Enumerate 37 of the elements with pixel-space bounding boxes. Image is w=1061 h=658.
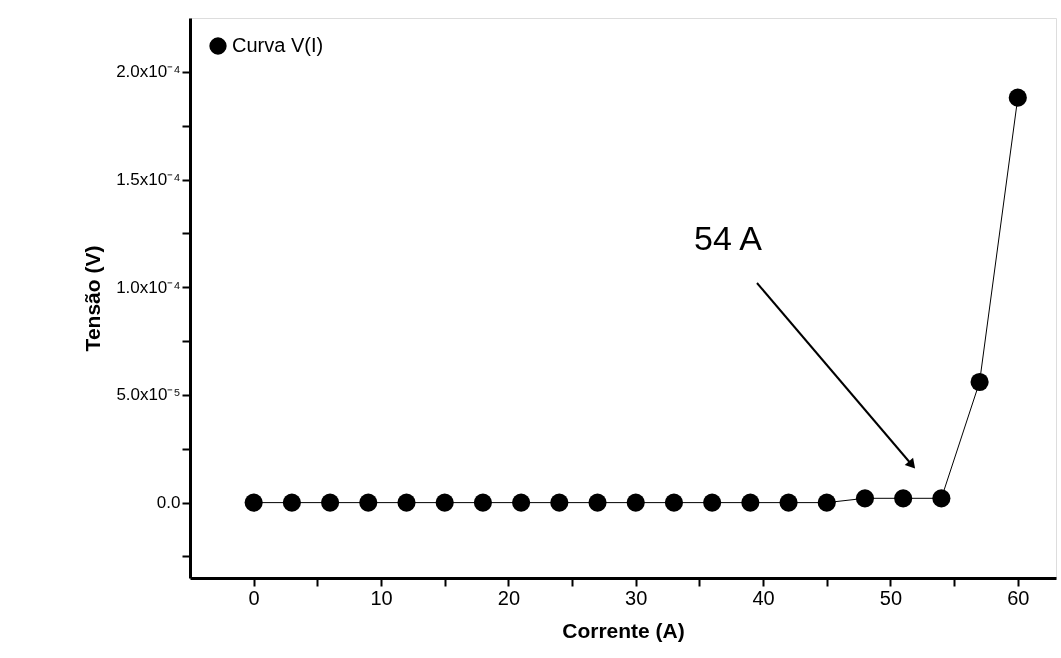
point — [397, 493, 416, 512]
x-tick-label: 10 — [370, 586, 393, 609]
y-axis-title: Tensão (V) — [81, 245, 105, 352]
point — [588, 493, 607, 512]
point — [855, 489, 875, 508]
point — [244, 493, 263, 512]
point — [932, 489, 951, 508]
point — [1008, 88, 1027, 107]
point — [817, 493, 836, 512]
point — [359, 493, 378, 512]
point — [626, 493, 645, 512]
point — [664, 493, 684, 512]
point — [970, 372, 989, 392]
point — [741, 493, 760, 512]
point — [703, 493, 722, 512]
x-tick-label: 60 — [1007, 586, 1030, 609]
point — [512, 493, 531, 512]
y-tick-label: 1.0x10⁻⁴ — [116, 277, 181, 297]
x-tick-label: 0 — [248, 586, 260, 609]
point — [282, 493, 301, 512]
point — [550, 493, 569, 512]
point — [435, 493, 454, 512]
x-axis-title: Corrente (A) — [562, 618, 685, 642]
point — [894, 489, 913, 508]
x-tick-label: 40 — [752, 586, 775, 609]
point — [321, 493, 340, 512]
legend-label: Curva V(I) — [232, 34, 324, 56]
y-tick-label: 0.0 — [156, 493, 181, 513]
y-tick-label: 5.0x10⁻⁵ — [116, 385, 181, 405]
y-tick-label: 2.0x10⁻⁴ — [116, 62, 181, 82]
y-tick-label: 1.5x10⁻⁴ — [116, 170, 181, 190]
x-tick-label: 50 — [879, 586, 903, 609]
annotation: 54 A — [693, 219, 763, 257]
x-tick-label: 20 — [497, 586, 521, 609]
point — [779, 493, 798, 512]
x-tick-label: 30 — [625, 586, 648, 609]
point — [473, 493, 492, 512]
